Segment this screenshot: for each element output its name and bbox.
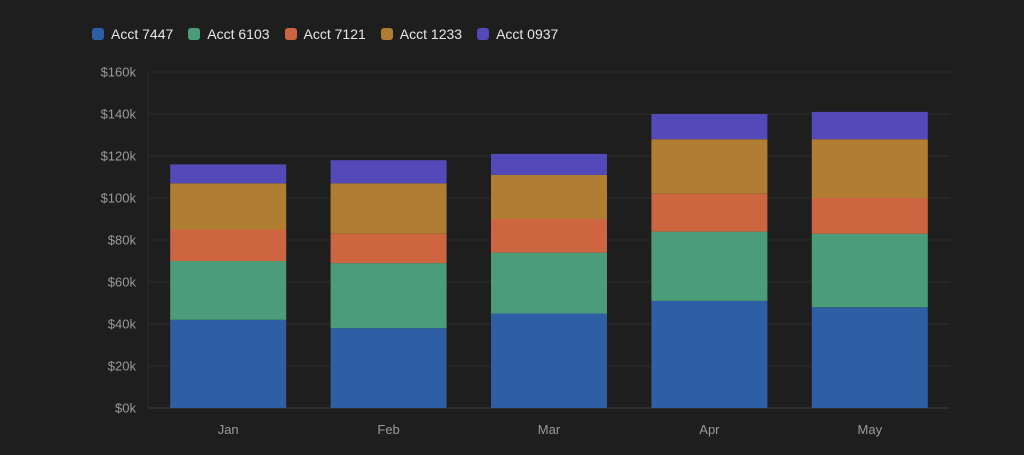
bar-segment[interactable] xyxy=(170,164,287,184)
bar-segment[interactable] xyxy=(491,313,607,409)
bar-segment[interactable] xyxy=(811,198,928,234)
y-tick-label: $60k xyxy=(108,275,137,290)
bar-segment[interactable] xyxy=(491,219,607,253)
legend-label: Acct 6103 xyxy=(207,26,270,42)
bar-segment[interactable] xyxy=(170,229,287,262)
bar-segment[interactable] xyxy=(491,252,607,314)
x-tick-label: Mar xyxy=(538,422,561,437)
bar-segment[interactable] xyxy=(811,307,928,408)
bar-segment[interactable] xyxy=(651,114,768,140)
legend-swatch xyxy=(380,28,393,40)
bar-segment[interactable] xyxy=(170,183,287,230)
y-tick-label: $0k xyxy=(115,401,136,416)
bar-segment[interactable] xyxy=(651,300,768,408)
y-tick-label: $140k xyxy=(101,107,137,122)
y-tick-label: $120k xyxy=(101,149,137,164)
x-tick-label: Apr xyxy=(699,422,720,437)
y-tick-label: $80k xyxy=(108,233,137,248)
bar-segment[interactable] xyxy=(491,174,607,219)
bar-segment[interactable] xyxy=(491,153,607,175)
bar-segment[interactable] xyxy=(330,183,447,234)
bar-segment[interactable] xyxy=(170,261,287,320)
legend-label: Acct 0937 xyxy=(496,26,559,42)
bar-segment[interactable] xyxy=(170,319,287,408)
bar-segment[interactable] xyxy=(330,263,447,329)
legend-swatch xyxy=(92,28,104,40)
legend-item[interactable]: Acct 7447 xyxy=(92,26,173,42)
bar-segment[interactable] xyxy=(651,231,768,301)
legend-swatch xyxy=(477,28,490,40)
legend-label: Acct 7121 xyxy=(303,26,366,42)
bar-segment[interactable] xyxy=(811,139,928,198)
y-tick-label: $100k xyxy=(101,191,137,206)
x-tick-label: Jan xyxy=(218,422,239,437)
legend-swatch xyxy=(284,28,297,40)
legend-item[interactable]: Acct 0937 xyxy=(477,26,558,42)
bar-segment[interactable] xyxy=(651,139,768,194)
legend-swatch xyxy=(188,28,201,40)
legend-item[interactable]: Acct 1233 xyxy=(380,26,463,42)
legend-item[interactable]: Acct 6103 xyxy=(188,26,270,42)
x-tick-label: Feb xyxy=(377,422,399,437)
legend: Acct 7447 Acct 6103 Acct 7121 Acct 1233 Acct… xyxy=(92,26,573,42)
bar-segment[interactable] xyxy=(330,233,447,264)
x-tick-label: May xyxy=(858,422,883,437)
legend-label: Acct 7447 xyxy=(111,26,174,42)
bar-segment[interactable] xyxy=(651,193,768,232)
bar-segment[interactable] xyxy=(330,160,447,184)
y-tick-label: $20k xyxy=(108,359,137,374)
bar-segment[interactable] xyxy=(811,111,928,140)
legend-label: Acct 1233 xyxy=(399,26,463,42)
legend-item[interactable]: Acct 7121 xyxy=(284,26,366,42)
bar-segment[interactable] xyxy=(811,233,928,308)
y-tick-label: $160k xyxy=(101,65,137,80)
y-tick-label: $40k xyxy=(108,317,137,332)
bar-segment[interactable] xyxy=(330,328,447,408)
